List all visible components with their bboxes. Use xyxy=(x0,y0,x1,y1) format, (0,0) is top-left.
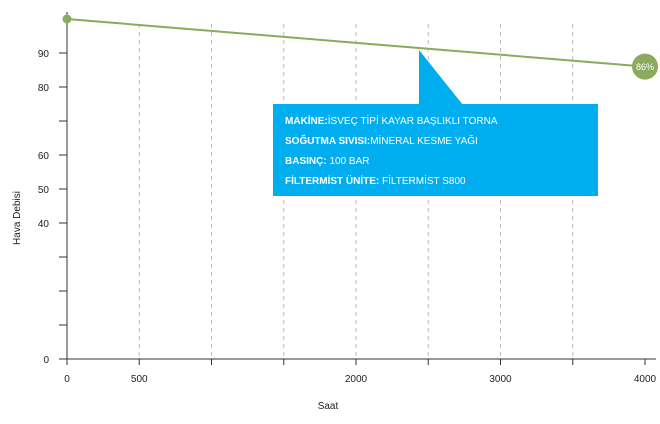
y-tick-label: 40 xyxy=(38,219,50,230)
y-axis-title: Hava Debisi xyxy=(12,191,23,245)
series: 86% xyxy=(62,14,658,80)
tooltip-value: İSVEÇ TİPİ KAYAR BAŞLIKLI TORNA xyxy=(328,114,498,127)
x-axis-title: Saat xyxy=(318,401,339,412)
end-point xyxy=(632,53,658,80)
tooltip-value: FİLTERMİST S800 xyxy=(379,174,466,187)
y-tick-label: 50 xyxy=(38,185,50,196)
y-tick-label: 90 xyxy=(38,49,50,60)
start-point xyxy=(62,14,72,24)
x-tick-label: 4000 xyxy=(634,374,657,385)
y-tick-label: 0 xyxy=(43,355,49,366)
y-tick-label: 80 xyxy=(38,83,50,94)
x-tick-label: 0 xyxy=(64,374,70,385)
tooltip-key: FİLTERMİST ÜNİTE: xyxy=(285,174,379,187)
x-tick-label: 500 xyxy=(131,374,148,385)
series-line xyxy=(66,18,646,68)
y-tick-label: 60 xyxy=(38,151,50,162)
x-tick-label: 3000 xyxy=(489,374,512,385)
x-ticks: 0 500 2000 3000 4000 xyxy=(64,359,657,385)
axes xyxy=(59,12,656,360)
tooltip-box xyxy=(273,104,598,196)
y-ticks: 0 40 50 60 80 90 xyxy=(38,49,67,366)
tooltip-line: SOĞUTMA SIVISI:MİNERAL KESME YAĞI xyxy=(285,134,478,147)
tooltip-line: FİLTERMİST ÜNİTE: FİLTERMİST S800 xyxy=(285,174,466,187)
tooltip-value: MİNERAL KESME YAĞI xyxy=(370,134,478,147)
x-tick-label: 2000 xyxy=(345,374,368,385)
tooltip-pointer xyxy=(419,50,463,105)
tooltip-line: BASINÇ: 100 BAR xyxy=(285,156,369,167)
tooltip-key: SOĞUTMA SIVISI: xyxy=(285,134,370,147)
tooltip-key: MAKİNE: xyxy=(285,114,328,127)
tooltip-value: 100 BAR xyxy=(327,156,370,167)
end-point-label: 86% xyxy=(636,62,654,72)
tooltip-key: BASINÇ: xyxy=(285,156,327,167)
info-tooltip: MAKİNE:İSVEÇ TİPİ KAYAR BAŞLIKLI TORNA SO… xyxy=(273,50,598,196)
tooltip-line: MAKİNE:İSVEÇ TİPİ KAYAR BAŞLIKLI TORNA xyxy=(285,114,498,127)
